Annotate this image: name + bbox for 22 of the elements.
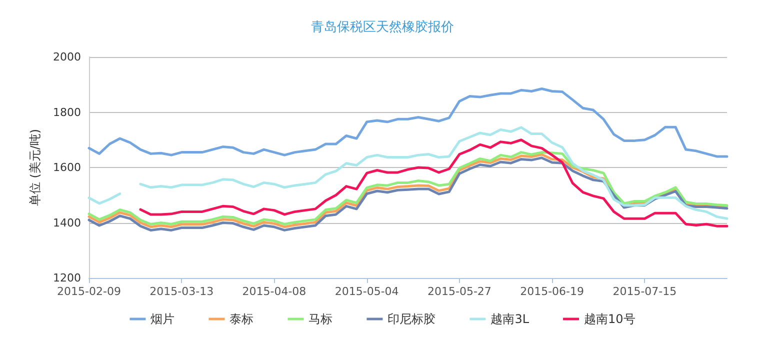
legend-label: 印尼标胶 <box>388 312 436 326</box>
y-tick-label: 2000 <box>53 50 81 64</box>
legend-label: 马标 <box>308 312 333 326</box>
y-tick-label: 1400 <box>53 216 81 230</box>
legend-label: 泰标 <box>230 312 254 326</box>
x-tick-label: 2015-05-27 <box>427 285 492 298</box>
chart-title: 青岛保税区天然橡胶报价 <box>311 20 454 35</box>
y-tick-label: 1800 <box>53 106 81 119</box>
x-tick-label: 2015-05-04 <box>334 285 399 298</box>
x-tick-label: 2015-03-13 <box>150 285 214 298</box>
x-tick-label: 2015-06-19 <box>520 285 584 298</box>
y-tick-label: 1600 <box>53 161 81 174</box>
line-series <box>88 88 728 158</box>
line-series <box>139 138 728 228</box>
x-tick-label: 2015-02-09 <box>57 285 121 298</box>
y-tick-label: 1200 <box>53 272 81 284</box>
x-tick-label: 2015-07-15 <box>612 285 677 298</box>
legend-label: 越南10号 <box>584 312 636 326</box>
y-axis-title: 单位 (美元/吨) <box>28 128 42 206</box>
x-tick-label: 2015-04-08 <box>242 285 306 298</box>
legend-label: 越南3L <box>490 312 530 326</box>
legend-label: 烟片 <box>150 312 175 326</box>
